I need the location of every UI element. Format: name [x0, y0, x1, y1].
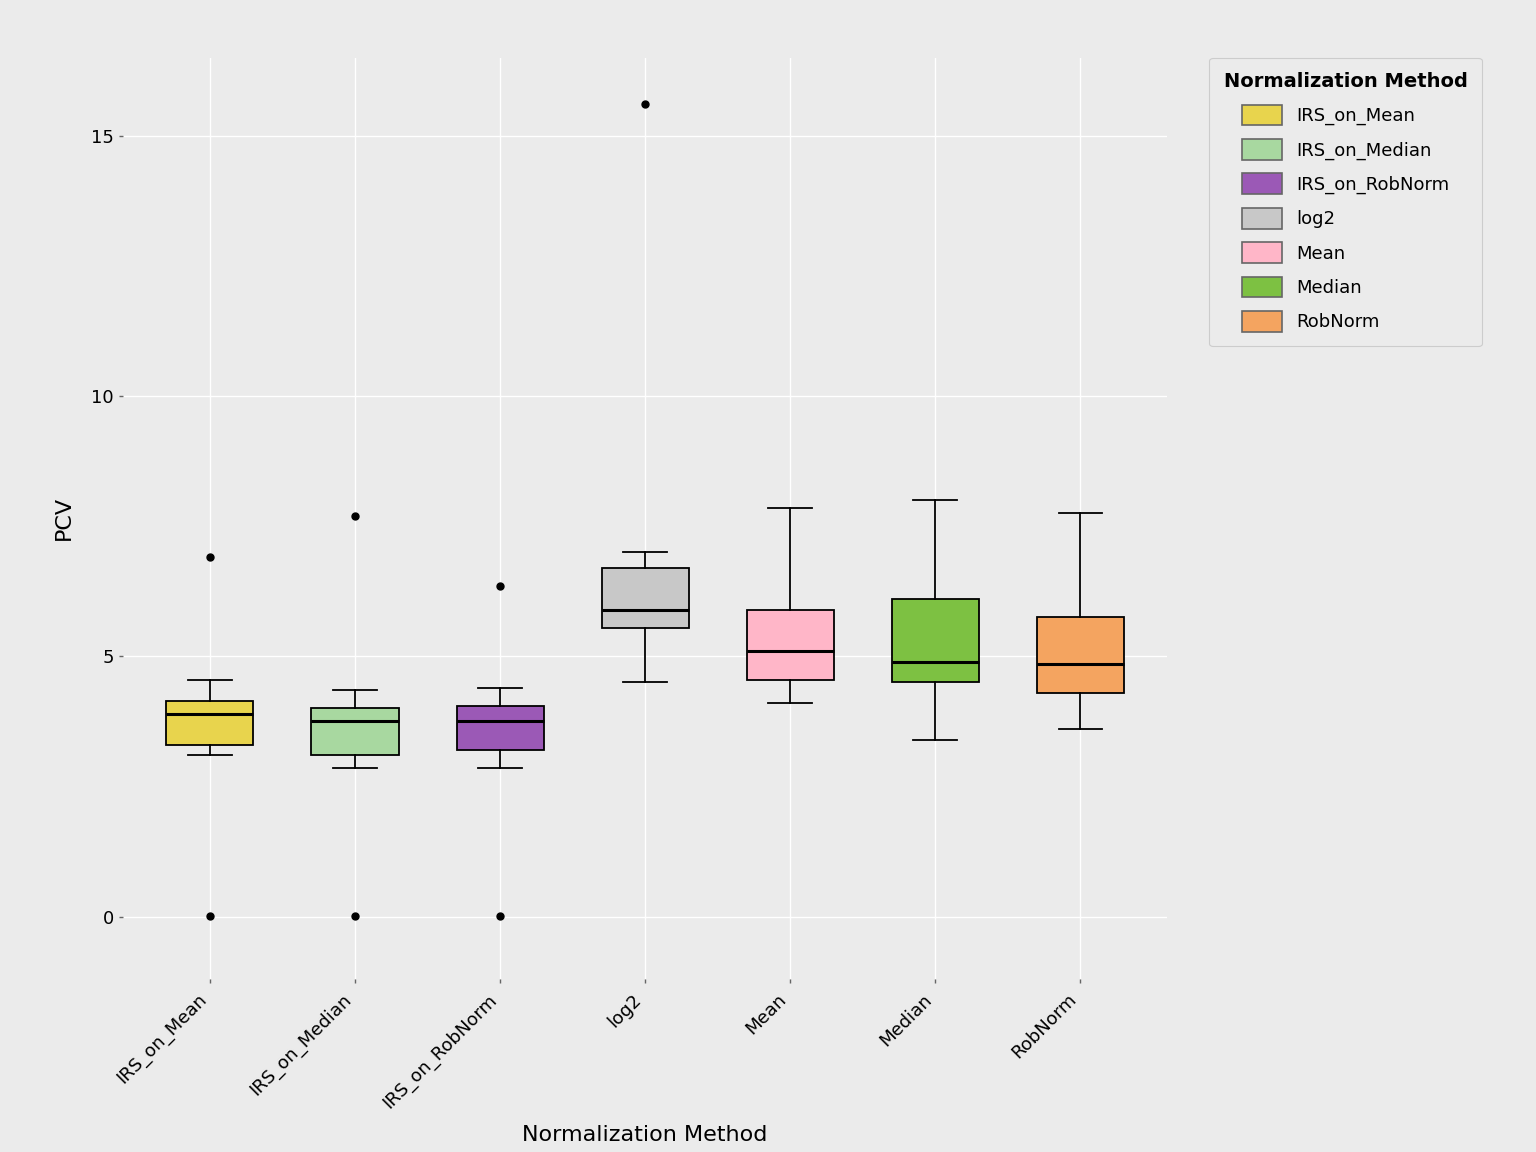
PathPatch shape: [456, 706, 544, 750]
PathPatch shape: [602, 568, 688, 628]
X-axis label: Normalization Method: Normalization Method: [522, 1126, 768, 1145]
PathPatch shape: [892, 599, 978, 682]
PathPatch shape: [166, 700, 253, 745]
Y-axis label: PCV: PCV: [54, 497, 74, 540]
PathPatch shape: [746, 609, 834, 680]
PathPatch shape: [1037, 617, 1124, 692]
PathPatch shape: [312, 708, 398, 756]
Legend: IRS_on_Mean, IRS_on_Median, IRS_on_RobNorm, log2, Mean, Median, RobNorm: IRS_on_Mean, IRS_on_Median, IRS_on_RobNo…: [1209, 58, 1482, 347]
